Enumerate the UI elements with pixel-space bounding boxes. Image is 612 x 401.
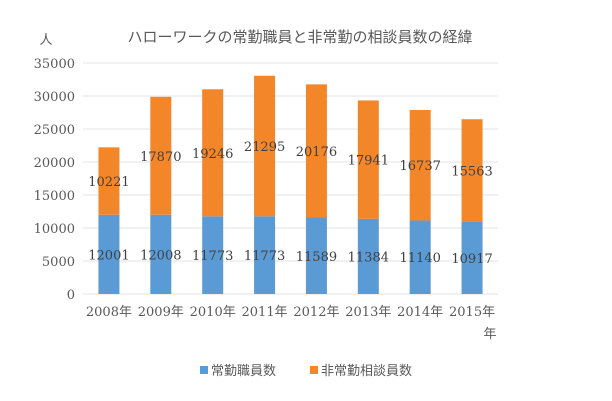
bar-segment [254, 75, 276, 217]
data-label: 10221 [88, 175, 129, 190]
y-tick-label: 25000 [34, 123, 75, 138]
data-label: 11384 [348, 250, 389, 265]
data-label: 12001 [88, 248, 129, 263]
y-tick-label: 15000 [34, 189, 75, 204]
x-tick-label: 2010年 [190, 305, 236, 320]
x-tick-label: 2014年 [397, 305, 443, 320]
x-tick-label: 2015年 [449, 305, 495, 320]
y-tick-label: 0 [67, 288, 75, 303]
bar-segment [357, 218, 379, 294]
x-tick-label: 2009年 [138, 305, 184, 320]
x-tick-label: 2013年 [345, 305, 391, 320]
x-tick-label: 2012年 [293, 305, 339, 320]
bar-segment [409, 220, 431, 294]
bar-segment [409, 110, 431, 221]
x-tick-label: 2008年 [86, 305, 132, 320]
bar-segment [461, 119, 483, 222]
data-label: 11773 [244, 249, 285, 264]
chart-title: ハローワークの常勤職員と非常勤の相談員数の経緯 [127, 28, 472, 46]
legend-item-regular-staff[interactable]: 常勤職員数 [199, 360, 276, 379]
data-label: 12008 [140, 248, 181, 263]
bar-segment [305, 84, 327, 218]
data-label: 11773 [192, 249, 233, 264]
bar-segment [150, 96, 172, 215]
legend-label: 非常勤相談員数 [321, 364, 413, 379]
bar-segment [357, 100, 379, 219]
y-tick-label: 10000 [34, 222, 75, 237]
legend-swatch [310, 365, 318, 374]
legend-item-part-time-counselors[interactable]: 非常勤相談員数 [310, 360, 412, 379]
bar-segment [305, 217, 327, 294]
y-tick-label: 35000 [34, 57, 75, 72]
bar-segment [98, 214, 120, 294]
bar-segment [202, 89, 224, 217]
y-axis-label: 人 [39, 33, 52, 48]
bar-segment [150, 214, 172, 294]
legend: 常勤職員数 非常勤相談員数 [0, 360, 612, 379]
data-label: 20176 [296, 145, 337, 160]
data-label: 16737 [400, 159, 441, 174]
data-label: 11140 [400, 251, 441, 266]
bar-segment [202, 216, 224, 294]
data-label: 19246 [192, 147, 233, 162]
data-label: 21295 [244, 140, 285, 155]
legend-label: 常勤職員数 [210, 364, 276, 379]
data-label: 15563 [451, 165, 492, 180]
x-tick-label: 2011年 [242, 305, 288, 320]
data-label: 17870 [140, 150, 181, 165]
legend-swatch [199, 365, 208, 374]
data-label: 11589 [296, 250, 337, 265]
y-tick-label: 20000 [34, 156, 75, 171]
bar-segment [461, 221, 483, 294]
x-axis-label: 年 [483, 327, 496, 342]
data-label: 10917 [451, 252, 492, 267]
y-tick-label: 30000 [34, 90, 75, 105]
data-label: 17941 [348, 154, 389, 169]
bar-segment [98, 147, 120, 215]
bar-segment [254, 216, 276, 294]
y-tick-label: 5000 [42, 255, 75, 270]
